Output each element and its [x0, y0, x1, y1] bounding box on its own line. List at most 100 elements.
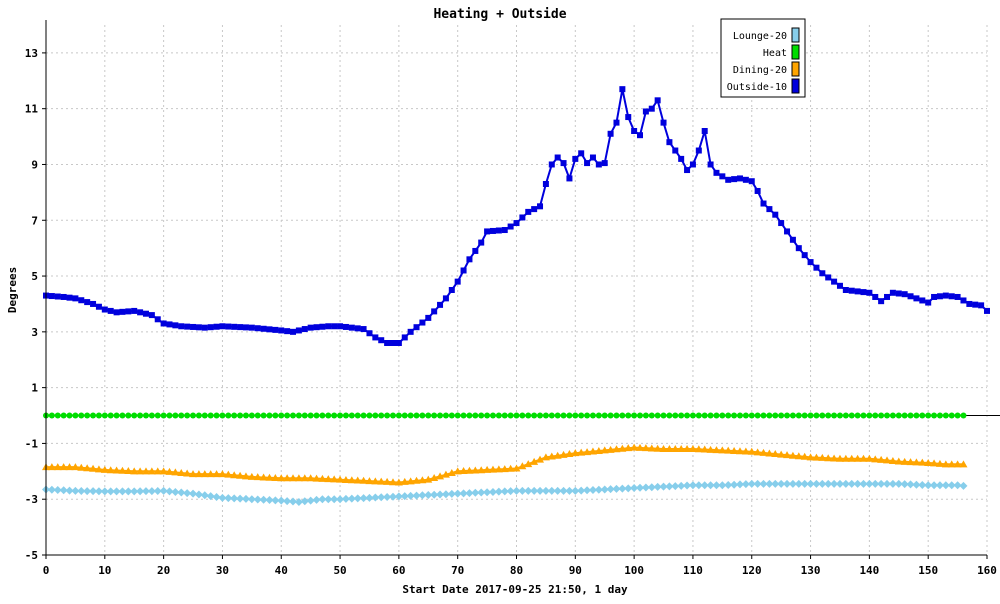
data-point	[131, 412, 138, 419]
data-point	[189, 470, 198, 478]
data-point	[888, 456, 897, 464]
data-point	[800, 452, 809, 460]
data-point	[253, 473, 262, 481]
data-point	[131, 307, 138, 314]
data-point	[347, 494, 356, 503]
data-point	[119, 412, 126, 419]
data-point	[871, 479, 880, 488]
data-point	[936, 293, 943, 300]
data-point	[553, 451, 562, 459]
data-point	[771, 450, 780, 458]
data-point	[354, 412, 361, 419]
data-point	[807, 259, 814, 266]
data-point	[894, 479, 903, 488]
data-point	[606, 485, 615, 494]
data-point	[319, 323, 326, 330]
data-point	[795, 412, 802, 419]
data-point	[559, 486, 568, 495]
data-point	[419, 412, 426, 419]
data-point	[860, 289, 867, 296]
data-point	[107, 307, 114, 314]
data-point	[772, 211, 779, 218]
data-point	[924, 458, 933, 466]
data-point	[830, 479, 839, 488]
data-point	[147, 487, 156, 496]
data-point	[241, 494, 250, 503]
data-point	[566, 175, 573, 182]
data-point	[207, 324, 214, 331]
data-point	[190, 412, 197, 419]
data-point	[636, 483, 645, 492]
data-point	[588, 486, 597, 495]
data-point	[330, 475, 339, 483]
data-point	[859, 479, 868, 488]
data-point	[954, 293, 961, 300]
data-point	[784, 412, 791, 419]
data-point	[378, 337, 385, 344]
data-point	[830, 454, 839, 462]
data-point	[578, 412, 585, 419]
data-point	[165, 467, 174, 475]
data-point	[506, 464, 515, 472]
data-point	[918, 458, 927, 466]
data-point	[206, 492, 215, 501]
data-point	[48, 293, 55, 300]
data-point	[318, 474, 327, 482]
data-point	[572, 412, 579, 419]
data-point	[560, 412, 567, 419]
data-point	[231, 412, 238, 419]
data-point	[788, 479, 797, 488]
data-point	[148, 312, 155, 319]
data-point	[341, 475, 350, 483]
data-point	[389, 412, 396, 419]
data-point	[472, 412, 479, 419]
data-point	[484, 412, 491, 419]
data-point	[848, 412, 855, 419]
data-point	[841, 454, 850, 462]
data-point	[972, 301, 979, 308]
data-point	[336, 475, 345, 483]
data-point	[460, 412, 467, 419]
data-point	[260, 325, 267, 332]
data-point	[136, 487, 145, 496]
data-point	[525, 412, 532, 419]
data-point	[759, 479, 768, 488]
data-point	[665, 482, 674, 491]
data-point	[60, 412, 67, 419]
data-point	[760, 200, 767, 207]
data-point	[735, 447, 744, 455]
chart-title: Heating + Outside	[433, 7, 566, 22]
data-point	[384, 340, 391, 346]
data-point	[418, 491, 427, 500]
y-tick-label: 5	[31, 270, 38, 283]
data-point	[772, 412, 779, 419]
data-point	[912, 458, 921, 466]
x-tick-label: 160	[977, 564, 997, 577]
data-point	[725, 412, 732, 419]
data-point	[765, 449, 774, 457]
data-point	[637, 132, 644, 139]
data-point	[507, 412, 514, 419]
data-point	[759, 448, 768, 456]
data-point	[101, 412, 108, 419]
data-point	[678, 412, 685, 419]
data-point	[953, 460, 962, 468]
data-point	[612, 484, 621, 493]
data-point	[878, 298, 885, 305]
data-point	[83, 487, 92, 496]
data-point	[872, 293, 879, 300]
data-point	[631, 412, 638, 419]
data-point	[689, 412, 696, 419]
data-point	[935, 481, 944, 490]
data-point	[71, 463, 80, 471]
data-point	[277, 474, 286, 482]
data-point	[565, 486, 574, 495]
data-point	[795, 245, 802, 252]
data-point	[871, 455, 880, 463]
data-point	[384, 412, 391, 419]
data-point	[525, 208, 532, 215]
data-point	[537, 412, 544, 419]
x-tick-label: 10	[98, 564, 111, 577]
data-point	[653, 482, 662, 491]
data-point	[294, 474, 303, 482]
